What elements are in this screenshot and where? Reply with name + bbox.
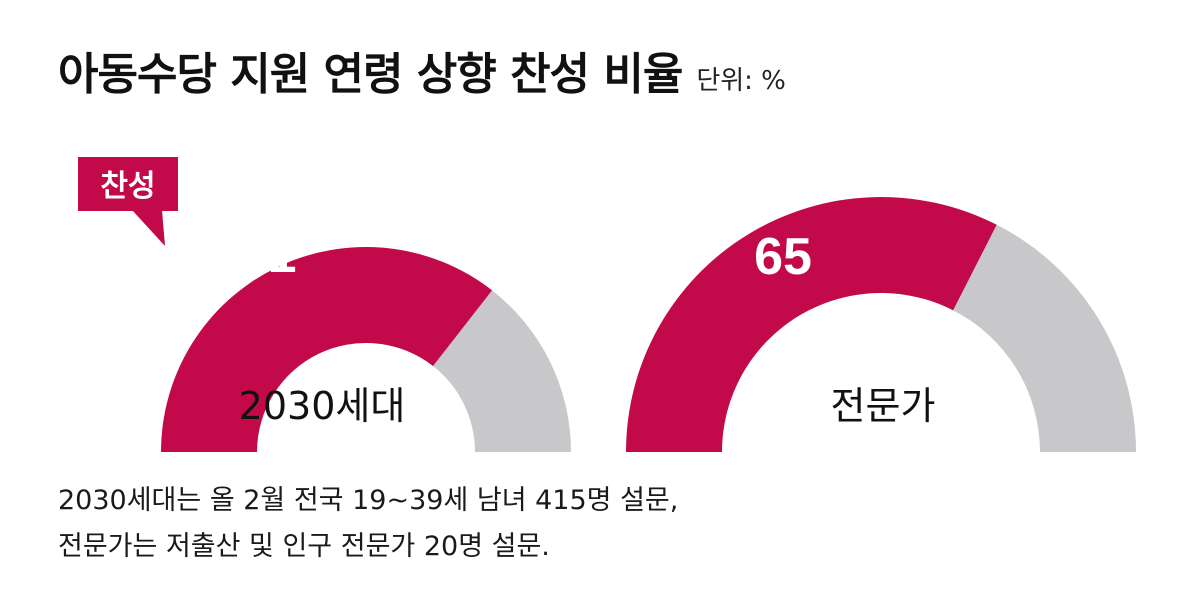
footnotes: 2030세대는 올 2월 전국 19~39세 남녀 415명 설문, 전문가는 … — [58, 478, 678, 570]
unit-label: 단위: % — [696, 66, 786, 96]
approve-callout: 찬성 — [78, 157, 178, 246]
footnote-line-2: 전문가는 저출산 및 인구 전문가 20명 설문. — [58, 531, 550, 562]
callout-label: 찬성 — [100, 169, 155, 204]
gauge-value-label: 65 — [754, 228, 812, 286]
gauge-center-label: 2030세대 — [239, 384, 406, 428]
chart-title: 아동수당 지원 연령 상향 찬성 비율 — [58, 49, 683, 100]
footnote-line-1: 2030세대는 올 2월 전국 19~39세 남녀 415명 설문, — [58, 485, 679, 516]
callout-pointer — [132, 210, 165, 246]
gauge-center-label: 전문가 — [831, 384, 936, 428]
callout-box — [78, 157, 178, 211]
gauge-2: 65 전문가 — [626, 197, 1136, 452]
gauge-remainder-segment — [433, 290, 571, 452]
gauge-1: 71.1 2030세대 — [161, 226, 571, 452]
chart-header: 아동수당 지원 연령 상향 찬성 비율 단위: % — [58, 38, 786, 102]
gauge-value-label: 71.1 — [195, 226, 296, 284]
gauge-remainder-segment — [953, 224, 1136, 452]
gauge-approve-segment — [161, 246, 493, 452]
gauge-approve-segment — [626, 197, 997, 452]
